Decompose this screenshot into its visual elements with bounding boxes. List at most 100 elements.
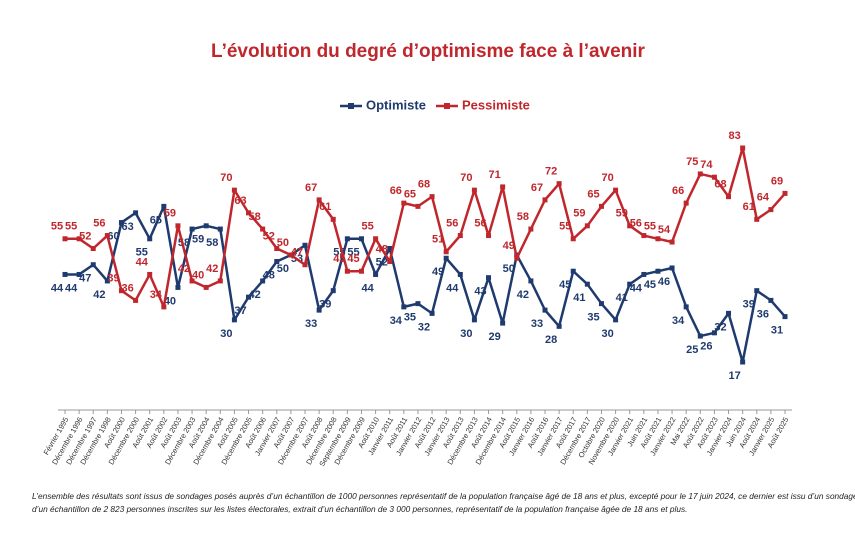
point (613, 187, 619, 193)
data-label: 65 (150, 214, 162, 226)
point (316, 197, 322, 203)
data-label: 56 (474, 217, 486, 229)
point (415, 203, 421, 209)
point (246, 210, 252, 216)
point (598, 203, 604, 209)
data-label: 48 (263, 269, 275, 281)
data-label: 55 (136, 247, 148, 259)
point (613, 317, 619, 323)
point (655, 268, 661, 274)
data-label: 44 (630, 282, 643, 294)
point (655, 236, 661, 242)
point (683, 304, 689, 310)
point (330, 216, 336, 222)
point (443, 249, 449, 255)
point (697, 171, 703, 177)
data-label: 59 (164, 208, 176, 220)
point (189, 226, 195, 232)
point (669, 239, 675, 245)
point (62, 271, 68, 277)
point (274, 258, 280, 264)
point (344, 236, 350, 242)
point (302, 242, 308, 248)
point (768, 207, 774, 213)
data-label: 60 (107, 230, 119, 242)
data-label: 50 (503, 263, 515, 275)
point (528, 278, 534, 284)
point (429, 310, 435, 316)
point (203, 284, 209, 290)
data-label: 39 (319, 299, 331, 311)
data-label: 30 (601, 328, 613, 340)
data-label: 50 (277, 263, 289, 275)
data-label: 55 (347, 247, 359, 259)
point (697, 333, 703, 339)
data-label: 55 (361, 221, 373, 233)
point (90, 246, 96, 252)
point (669, 265, 675, 271)
data-label: 58 (206, 237, 218, 249)
point (754, 288, 760, 294)
point (471, 187, 477, 193)
point (711, 174, 717, 180)
data-label: 30 (460, 328, 472, 340)
data-label: 47 (291, 247, 303, 259)
data-label: 56 (630, 217, 642, 229)
data-label: 36 (757, 308, 769, 320)
point (486, 275, 492, 281)
data-label: 43 (474, 286, 486, 298)
data-label: 63 (234, 195, 246, 207)
point (726, 194, 732, 200)
data-label: 35 (404, 312, 416, 324)
point (147, 236, 153, 242)
point (231, 187, 237, 193)
data-label: 28 (545, 334, 557, 346)
data-label: 52 (263, 230, 275, 242)
point (203, 223, 209, 229)
point (627, 281, 633, 287)
point (584, 223, 590, 229)
point (316, 307, 322, 313)
data-label: 69 (771, 175, 783, 187)
data-label: 34 (150, 289, 163, 301)
data-label: 65 (404, 188, 416, 200)
data-label: 40 (164, 295, 176, 307)
data-label: 55 (51, 221, 63, 233)
point (768, 297, 774, 303)
point (514, 255, 520, 261)
data-label: 58 (249, 211, 261, 223)
point (740, 359, 746, 365)
point (782, 190, 788, 196)
point (373, 271, 379, 277)
data-label: 37 (234, 305, 246, 317)
data-label: 66 (672, 185, 684, 197)
data-label: 34 (672, 315, 685, 327)
data-label: 56 (93, 217, 105, 229)
point (274, 246, 280, 252)
point (782, 314, 788, 320)
point (598, 301, 604, 307)
point (457, 233, 463, 239)
point (471, 317, 477, 323)
point (330, 288, 336, 294)
data-label: 32 (418, 321, 430, 333)
data-label: 45 (559, 279, 571, 291)
point (429, 194, 435, 200)
point (457, 271, 463, 277)
point (133, 210, 139, 216)
point (641, 271, 647, 277)
point (302, 262, 308, 268)
data-label: 70 (220, 172, 232, 184)
data-label: 17 (729, 370, 741, 382)
point (486, 233, 492, 239)
footnote: d’un échantillon de 2 823 personnes insc… (32, 504, 687, 514)
data-label: 67 (531, 182, 543, 194)
data-label: 44 (51, 282, 64, 294)
data-label: 65 (587, 188, 599, 200)
data-label: 55 (65, 221, 77, 233)
data-label: 42 (249, 289, 261, 301)
point (584, 281, 590, 287)
data-label: 70 (460, 172, 472, 184)
point (104, 233, 110, 239)
